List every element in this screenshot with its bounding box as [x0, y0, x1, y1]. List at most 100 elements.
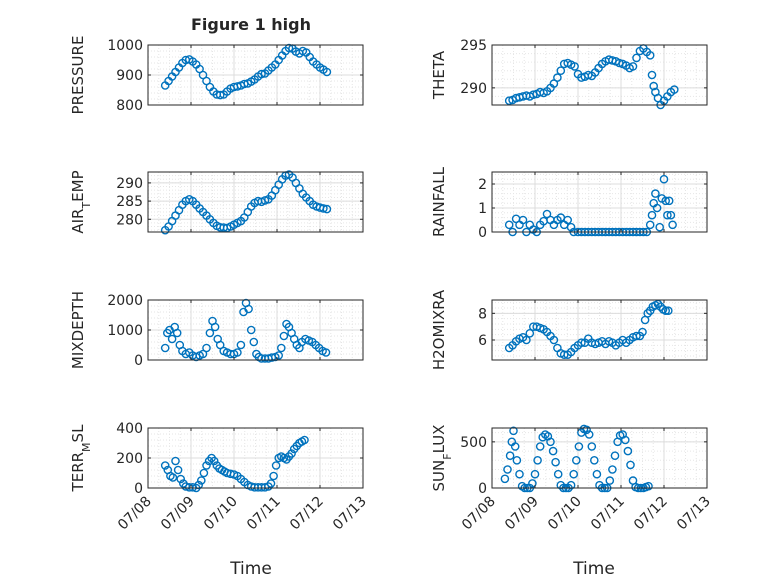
y-tick-label: 8	[478, 306, 487, 322]
data-point	[632, 53, 641, 63]
data-point	[587, 442, 597, 451]
data-point	[269, 471, 278, 481]
y-tick-label: 6	[478, 333, 487, 349]
data-point	[287, 449, 296, 458]
data-point	[249, 337, 259, 347]
data-point	[528, 479, 537, 488]
y-tick-label: 500	[460, 435, 487, 451]
data-point	[553, 73, 562, 82]
data-point	[556, 66, 566, 75]
data-point	[173, 465, 183, 475]
data-point	[171, 456, 180, 466]
data-point	[319, 204, 328, 213]
subplot-pressure: 800 900 1000 PRESSURE	[69, 36, 364, 115]
data-point	[199, 468, 209, 478]
y-axis-label: MIXDEPTH	[69, 291, 87, 369]
subplot-rainfall: 0 1 2 RAINFALL	[430, 166, 708, 241]
data-point	[202, 343, 211, 353]
data-point	[649, 81, 659, 91]
data-point	[505, 451, 515, 461]
x-axis-label-left: Time	[229, 559, 272, 579]
data-point	[160, 461, 170, 470]
y-tick-label: 295	[460, 38, 487, 54]
data-point	[244, 304, 253, 314]
data-point	[644, 481, 653, 491]
data-point	[503, 465, 512, 474]
data-point	[194, 480, 203, 490]
subplot-terr-msl: 07/08 07/09 07/10 07/11 07/12 07/13 0 200 400 TER…	[69, 421, 370, 533]
data-point	[525, 328, 535, 338]
x-tick-label: 07/09	[158, 494, 198, 534]
data-point	[176, 474, 185, 484]
data-point	[160, 343, 170, 353]
data-point	[504, 220, 514, 230]
data-point	[209, 456, 219, 466]
x-tick-label: 07/10	[545, 494, 585, 534]
data-point	[300, 435, 309, 445]
data-point	[500, 474, 510, 484]
data-point	[655, 222, 665, 232]
data-point	[632, 331, 641, 341]
data-point	[584, 430, 594, 439]
y-tick-label: 1000	[107, 323, 143, 339]
data-point	[236, 340, 246, 350]
data-point	[661, 306, 671, 316]
y-tick-label: 285	[116, 194, 143, 210]
data-point	[582, 425, 591, 435]
data-point	[661, 196, 671, 206]
axes-box	[491, 427, 708, 489]
data-point	[538, 432, 548, 442]
data-point	[608, 465, 617, 474]
data-point	[647, 210, 657, 220]
y-tick-label: 1	[478, 201, 487, 217]
data-point	[626, 460, 635, 470]
axes-box	[491, 44, 708, 106]
data-point	[257, 69, 266, 79]
data-point	[638, 327, 647, 337]
data-point	[605, 476, 615, 485]
x-tick-label: 07/08	[459, 494, 499, 534]
data-point	[647, 70, 657, 80]
data-point	[533, 455, 542, 465]
axes-box	[491, 299, 708, 361]
data-point	[172, 328, 182, 338]
data-point	[572, 455, 581, 465]
axes-box	[491, 171, 708, 233]
data-point	[651, 189, 660, 198]
y-tick-label: 200	[116, 451, 143, 467]
y-tick-label: 0	[478, 481, 487, 497]
data-point	[548, 446, 558, 456]
subplot-sun-flux: 07/08 07/09 07/10 07/11 07/12 07/13 0 500 SUNFLU…	[430, 425, 714, 534]
x-tick-label: 07/10	[201, 494, 241, 534]
data-point	[260, 482, 270, 492]
data-point	[623, 446, 633, 456]
data-point	[322, 204, 332, 214]
x-tick-label: 07/12	[287, 494, 327, 534]
y-tick-label: 290	[460, 81, 487, 97]
data-point	[515, 469, 524, 479]
data-point	[210, 322, 220, 332]
y-tick-label: 0	[134, 481, 143, 497]
data-point	[271, 461, 281, 470]
x-tick-label: 07/11	[244, 494, 284, 534]
figure-title: Figure 1 high	[191, 15, 311, 34]
y-tick-label: 800	[116, 98, 143, 114]
y-axis-label: PRESSURE	[69, 36, 87, 115]
data-point	[167, 334, 177, 344]
data-point	[664, 196, 674, 206]
data-point	[577, 338, 586, 348]
x-tick-label: 07/08	[115, 494, 155, 534]
data-point	[215, 90, 225, 100]
data-point	[645, 51, 655, 60]
data-point	[530, 469, 540, 479]
data-point	[551, 457, 560, 467]
data-point	[592, 469, 602, 479]
data-point	[279, 331, 289, 341]
data-point	[233, 348, 242, 357]
data-point	[518, 215, 528, 225]
data-point	[202, 461, 211, 470]
data-point	[570, 62, 579, 71]
y-tick-label: 280	[116, 212, 143, 228]
data-point	[659, 174, 669, 184]
data-point	[563, 215, 573, 225]
